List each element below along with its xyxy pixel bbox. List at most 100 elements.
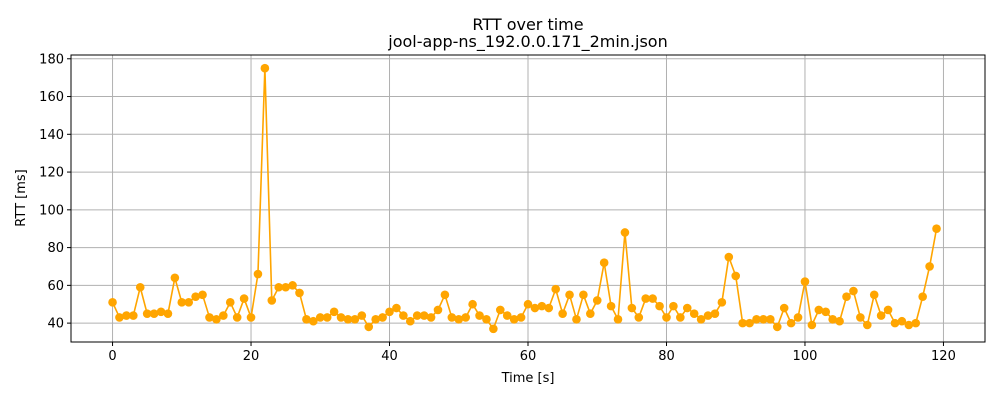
data-point xyxy=(634,313,644,322)
data-point xyxy=(648,294,657,303)
data-point xyxy=(122,311,131,320)
data-point xyxy=(551,284,560,294)
data-point xyxy=(225,298,235,307)
data-point xyxy=(676,313,685,322)
data-point xyxy=(336,313,346,322)
data-point xyxy=(350,315,360,324)
data-point xyxy=(392,303,401,313)
data-point xyxy=(586,309,595,318)
data-point xyxy=(170,273,180,283)
data-point xyxy=(357,311,367,320)
data-point xyxy=(142,309,152,318)
data-point xyxy=(322,313,332,322)
data-point xyxy=(454,315,464,324)
data-point xyxy=(897,316,907,326)
data-point xyxy=(205,313,214,322)
data-point xyxy=(814,305,824,315)
data-point xyxy=(911,318,921,328)
y-tick-label: 80 xyxy=(47,241,64,256)
data-point xyxy=(786,318,796,328)
data-point xyxy=(613,315,623,324)
data-point xyxy=(343,315,353,324)
data-point xyxy=(862,320,872,330)
y-tick-label: 160 xyxy=(39,90,64,105)
data-point xyxy=(745,318,754,328)
data-point xyxy=(807,320,817,330)
chart-subtitle: jool-app-ns_192.0.0.171_2min.json xyxy=(387,32,667,52)
data-point xyxy=(274,282,284,292)
data-point xyxy=(502,311,512,320)
data-point xyxy=(682,303,692,313)
data-point xyxy=(475,311,484,320)
data-point xyxy=(419,311,429,320)
data-point xyxy=(890,318,900,328)
data-point xyxy=(371,315,380,324)
data-point xyxy=(828,315,837,324)
data-point xyxy=(302,315,311,324)
data-point xyxy=(433,305,443,315)
data-point xyxy=(399,311,408,320)
data-point xyxy=(606,301,616,311)
x-tick-label: 40 xyxy=(381,349,398,364)
data-point xyxy=(856,313,865,322)
data-point xyxy=(260,63,270,73)
data-point xyxy=(135,282,145,292)
data-point xyxy=(703,311,713,320)
data-point xyxy=(288,281,297,290)
data-point xyxy=(295,288,304,298)
data-point xyxy=(426,313,436,322)
data-point xyxy=(932,224,941,234)
data-point xyxy=(717,298,727,307)
data-point xyxy=(309,316,318,326)
data-point xyxy=(315,313,325,322)
y-tick-label: 60 xyxy=(47,279,64,294)
data-point xyxy=(232,313,242,322)
x-tick-label: 20 xyxy=(243,349,260,364)
data-point xyxy=(516,313,526,322)
data-point xyxy=(239,294,249,303)
data-point xyxy=(731,271,741,281)
series-layer xyxy=(108,63,941,334)
data-point xyxy=(364,322,374,332)
data-point xyxy=(246,313,256,322)
data-point xyxy=(821,307,831,317)
data-point xyxy=(108,298,117,307)
data-point xyxy=(267,296,277,305)
data-point xyxy=(793,313,803,322)
data-point xyxy=(842,292,851,301)
axis-ticks: 0 20 40 60 80 100 120 40 60 80 100 120 140 160 180 xyxy=(39,52,956,364)
data-point xyxy=(412,311,422,320)
data-point xyxy=(558,309,567,318)
y-tick-label: 180 xyxy=(39,52,64,67)
x-tick-label: 100 xyxy=(793,349,818,364)
y-tick-label: 140 xyxy=(39,128,64,143)
data-point xyxy=(378,313,387,322)
y-tick-label: 40 xyxy=(47,317,64,332)
data-point xyxy=(724,252,734,262)
data-point xyxy=(883,305,893,315)
data-point xyxy=(537,301,547,311)
data-point xyxy=(115,313,124,322)
data-point xyxy=(925,262,934,271)
data-point xyxy=(281,282,290,292)
y-tick-label: 100 xyxy=(39,203,64,218)
data-point xyxy=(579,290,588,300)
data-point xyxy=(592,296,602,305)
data-point xyxy=(641,294,651,303)
data-point xyxy=(627,303,637,313)
data-point xyxy=(876,311,886,320)
data-point xyxy=(620,228,630,237)
data-point xyxy=(198,290,207,300)
data-point xyxy=(163,309,173,318)
data-point xyxy=(447,313,457,322)
data-point xyxy=(184,298,194,307)
data-point xyxy=(752,315,761,324)
data-point xyxy=(440,290,450,300)
data-point xyxy=(766,315,775,324)
data-point xyxy=(177,298,187,307)
data-point xyxy=(669,301,678,311)
data-point xyxy=(212,315,221,324)
data-point xyxy=(156,307,166,317)
